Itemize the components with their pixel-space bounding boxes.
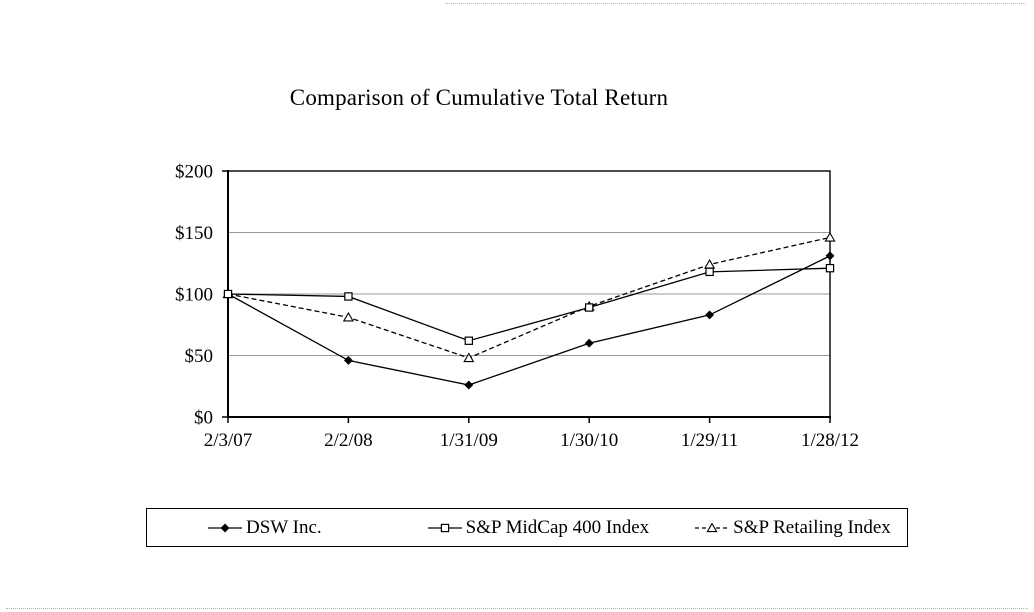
marker-filled-diamond <box>343 355 353 365</box>
marker-open-triangle <box>463 352 475 363</box>
x-axis-label: 2/2/08 <box>324 430 373 451</box>
y-axis-label: $0 <box>194 408 213 429</box>
legend-marker-midcap-open-square-icon <box>427 523 462 532</box>
legend-marker-dsw-filled-diamond-icon <box>208 522 242 533</box>
x-axis-label: 1/28/12 <box>801 430 859 451</box>
legend-label-dsw: DSW Inc. <box>246 516 322 538</box>
marker-open-triangle <box>342 311 354 322</box>
x-axis-label: 2/3/07 <box>204 430 253 451</box>
marker-open-square <box>825 263 835 273</box>
marker-open-square <box>344 292 353 301</box>
series-line-dsw <box>227 255 831 386</box>
marker-open-triangle <box>706 521 718 532</box>
marker-open-square <box>464 336 474 345</box>
dotted-border-top <box>445 3 1026 4</box>
legend-label-retailing: S&P Retailing Index <box>733 516 891 538</box>
marker-filled-diamond <box>705 310 715 320</box>
x-axis-label: 1/29/11 <box>681 430 738 451</box>
legend-marker-retailing-open-triangle-icon <box>695 521 730 532</box>
legend-label-midcap: S&P MidCap 400 Index <box>465 516 650 538</box>
dotted-border-bottom <box>6 608 1028 609</box>
y-axis-label: $150 <box>175 223 213 244</box>
y-axis-label: $200 <box>175 162 213 183</box>
chart-title: Comparison of Cumulative Total Return <box>289 85 669 110</box>
legend-entry-retailing: S&P Retailing Index <box>694 517 891 539</box>
marker-open-square <box>223 289 233 299</box>
series-line-retailing <box>227 236 831 359</box>
marker-open-square <box>584 303 594 312</box>
marker-open-square <box>440 523 449 532</box>
marker-filled-diamond <box>825 251 835 261</box>
legend-entry-dsw: DSW Inc. <box>207 517 322 539</box>
legend: DSW Inc. S&P MidCap 400 Index S&P Retail… <box>146 508 908 547</box>
legend-entry-midcap: S&P MidCap 400 Index <box>427 516 650 539</box>
marker-filled-diamond <box>584 338 594 348</box>
x-axis-label: 1/31/09 <box>440 430 498 451</box>
marker-filled-diamond <box>464 380 474 390</box>
marker-open-triangle <box>704 258 716 269</box>
marker-filled-diamond <box>220 522 230 533</box>
series-line-midcap <box>227 267 831 342</box>
y-axis-label: $100 <box>175 285 213 306</box>
y-axis-label: $50 <box>185 346 214 367</box>
marker-open-square <box>705 267 714 277</box>
marker-open-triangle <box>824 231 836 242</box>
x-axis-label: 1/30/10 <box>560 430 618 451</box>
